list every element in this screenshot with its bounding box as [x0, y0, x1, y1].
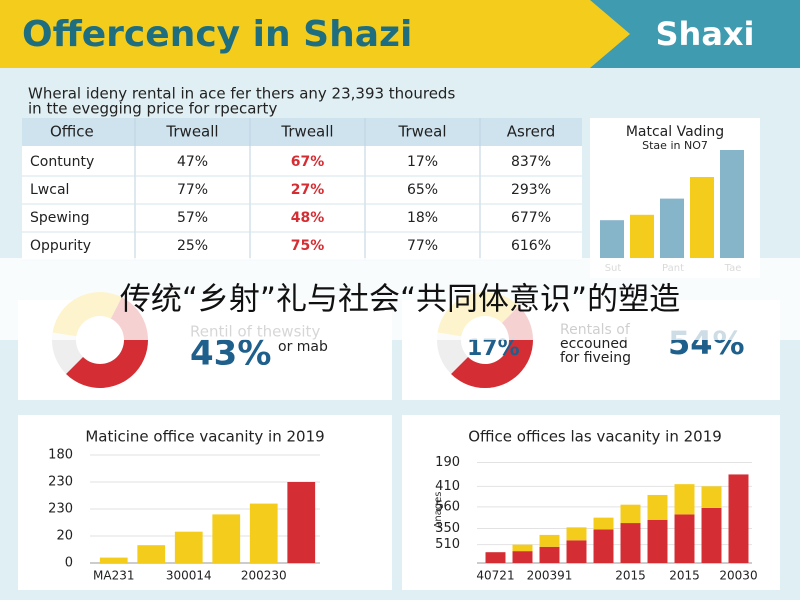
- x-tick-label: 200391: [527, 569, 573, 583]
- bar-segment: [539, 546, 560, 563]
- table-cell: 27%: [291, 182, 325, 198]
- donut-big: 17%: [467, 336, 520, 361]
- bar-segment: [674, 484, 695, 515]
- table-cell: 677%: [511, 210, 551, 226]
- table-cell: 77%: [407, 238, 438, 254]
- table-header: Trweall: [165, 123, 218, 141]
- table-cell: 75%: [291, 238, 325, 254]
- donut-big: 43%: [190, 334, 271, 374]
- y-tick-label: 190: [435, 455, 460, 470]
- side-title: Matcal Vading: [626, 124, 724, 140]
- table-cell: 48%: [291, 210, 325, 226]
- bar-segment: [485, 552, 506, 563]
- y-axis-label: Anages: [433, 491, 444, 528]
- bar-segment: [539, 534, 560, 547]
- bar-segment: [566, 527, 587, 541]
- chart-title: Office offices las vacanity in 2019: [468, 428, 722, 446]
- bar: [690, 177, 714, 258]
- table-header: Trweall: [280, 123, 333, 141]
- x-tick-label: 200230: [241, 569, 287, 583]
- bar: [720, 150, 744, 258]
- y-tick-label: 180: [48, 448, 73, 463]
- bar: [99, 557, 128, 563]
- bar: [137, 545, 166, 563]
- bar-segment: [512, 551, 533, 563]
- bar-segment: [593, 517, 614, 530]
- row-label: Contunty: [30, 154, 94, 170]
- y-tick-label: 350: [435, 521, 460, 536]
- row-label: Oppurity: [30, 238, 91, 254]
- bar-segment: [701, 507, 722, 563]
- side-subtitle: Stae in NO7: [642, 139, 708, 152]
- bar-segment: [701, 486, 722, 508]
- x-tick-label: 40721: [476, 569, 514, 583]
- table-cell: 25%: [177, 238, 208, 254]
- y-tick-label: 410: [435, 479, 460, 494]
- x-tick-label: 2015: [669, 569, 700, 583]
- bar: [600, 220, 624, 258]
- y-tick-label: 560: [435, 499, 460, 514]
- bar-segment: [674, 514, 695, 563]
- table-cell: 616%: [511, 238, 551, 254]
- table-cell: 293%: [511, 182, 551, 198]
- y-tick-label: 510: [435, 537, 460, 552]
- y-tick-label: 0: [65, 556, 73, 571]
- x-tick-label: 20030: [719, 569, 757, 583]
- bar: [287, 482, 316, 563]
- table-cell: 837%: [511, 154, 551, 170]
- table-cell: 57%: [177, 210, 208, 226]
- bar-segment: [593, 529, 614, 563]
- table-header: Asrerd: [507, 123, 556, 141]
- table-cell: 18%: [407, 210, 438, 226]
- brand: Shaxi: [655, 15, 754, 53]
- bar: [249, 503, 278, 563]
- table-cell: 65%: [407, 182, 438, 198]
- bar-segment: [647, 519, 668, 563]
- chart-panel: [18, 415, 392, 590]
- y-tick-label: 230: [48, 475, 73, 490]
- x-tick-label: MA231: [93, 569, 134, 583]
- row-label: Spewing: [30, 210, 90, 226]
- bar: [212, 514, 241, 563]
- banner-band: [0, 258, 800, 340]
- y-tick-label: 230: [48, 502, 73, 517]
- intro-line: in tte evegging price for rpecarty: [28, 100, 277, 118]
- bar-segment: [620, 523, 641, 563]
- bar-segment: [512, 544, 533, 552]
- x-tick-label: 300014: [166, 569, 212, 583]
- x-tick-label: 2015: [615, 569, 646, 583]
- table-cell: 47%: [177, 154, 208, 170]
- intro-line: Wheral ideny rental in ace fer thers any…: [28, 85, 455, 103]
- bar-segment: [728, 474, 749, 563]
- table-cell: 77%: [177, 182, 208, 198]
- title: Offercency in Shazi: [22, 14, 412, 55]
- chart-title: Maticine office vacanity in 2019: [85, 428, 324, 446]
- table-cell: 17%: [407, 154, 438, 170]
- bar-segment: [620, 504, 641, 524]
- donut-text: for fiveing: [560, 350, 631, 366]
- bar: [660, 198, 684, 258]
- table-cell: 67%: [291, 154, 325, 170]
- banner: 传统“乡射”礼与社会“共同体意识”的塑造: [120, 282, 680, 318]
- donut-text: or mab: [278, 339, 328, 355]
- table-header-row: [22, 118, 582, 146]
- bar-segment: [647, 494, 668, 520]
- table-header: Trweal: [398, 123, 447, 141]
- row-label: Lwcal: [30, 182, 69, 198]
- title-ribbon: [0, 0, 630, 68]
- bar: [174, 531, 203, 563]
- bar: [630, 214, 654, 258]
- y-tick-label: 20: [56, 529, 73, 544]
- bar-segment: [566, 540, 587, 563]
- table-header: Office: [50, 123, 94, 141]
